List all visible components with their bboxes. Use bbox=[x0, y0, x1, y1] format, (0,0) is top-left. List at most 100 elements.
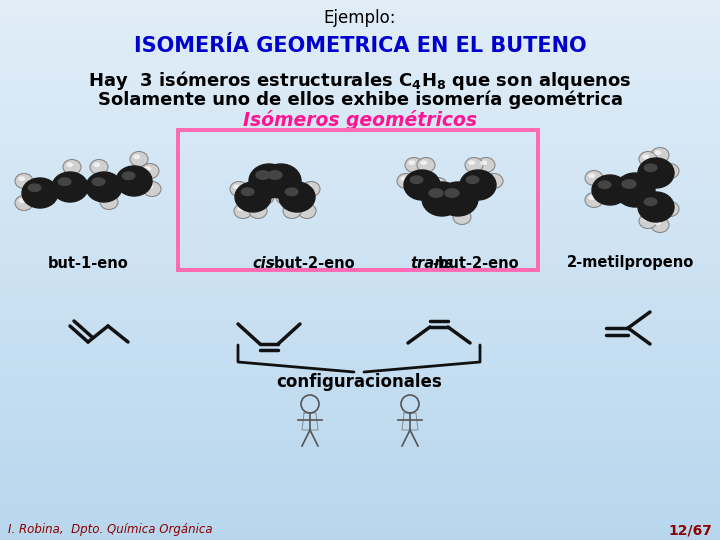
Bar bbox=[0, 378, 720, 381]
Ellipse shape bbox=[639, 213, 657, 228]
Bar bbox=[0, 35, 720, 38]
Bar bbox=[0, 537, 720, 540]
Ellipse shape bbox=[86, 172, 122, 202]
Ellipse shape bbox=[460, 170, 496, 200]
Ellipse shape bbox=[19, 177, 24, 180]
Ellipse shape bbox=[122, 172, 135, 179]
Bar bbox=[0, 273, 720, 275]
Text: Hay  3 isómeros estructurales $\mathregular{C_4H_8}$ que son alquenos: Hay 3 isómeros estructurales $\mathregul… bbox=[89, 69, 631, 91]
Bar bbox=[0, 308, 720, 310]
Bar bbox=[0, 421, 720, 424]
Bar bbox=[0, 481, 720, 483]
Bar bbox=[0, 454, 720, 456]
Bar bbox=[0, 92, 720, 94]
Bar bbox=[0, 197, 720, 200]
Bar bbox=[0, 57, 720, 59]
Bar bbox=[0, 392, 720, 394]
Ellipse shape bbox=[276, 190, 294, 205]
Ellipse shape bbox=[651, 147, 669, 163]
Bar bbox=[0, 19, 720, 22]
Ellipse shape bbox=[453, 210, 471, 225]
Bar bbox=[0, 124, 720, 127]
Bar bbox=[0, 146, 720, 148]
Bar bbox=[0, 192, 720, 194]
Ellipse shape bbox=[404, 170, 440, 200]
Bar bbox=[0, 532, 720, 535]
Ellipse shape bbox=[638, 158, 674, 188]
Bar bbox=[0, 448, 720, 451]
Bar bbox=[0, 410, 720, 413]
Ellipse shape bbox=[589, 174, 595, 178]
Bar bbox=[0, 165, 720, 167]
Bar bbox=[0, 305, 720, 308]
Ellipse shape bbox=[141, 164, 159, 179]
Bar bbox=[0, 189, 720, 192]
Bar bbox=[0, 329, 720, 332]
Bar bbox=[0, 356, 720, 359]
Bar bbox=[0, 16, 720, 19]
Bar bbox=[0, 462, 720, 464]
Ellipse shape bbox=[417, 158, 435, 172]
Bar bbox=[0, 122, 720, 124]
Bar bbox=[0, 89, 720, 92]
Bar bbox=[0, 359, 720, 362]
Ellipse shape bbox=[19, 199, 24, 202]
Bar bbox=[0, 84, 720, 86]
Bar bbox=[0, 310, 720, 313]
Bar bbox=[0, 483, 720, 486]
Bar bbox=[0, 297, 720, 300]
Bar bbox=[0, 529, 720, 532]
Ellipse shape bbox=[130, 152, 148, 166]
Bar bbox=[0, 100, 720, 103]
Bar bbox=[0, 516, 720, 518]
Bar bbox=[0, 313, 720, 316]
Bar bbox=[0, 489, 720, 491]
Bar bbox=[0, 321, 720, 324]
Ellipse shape bbox=[104, 198, 109, 201]
Ellipse shape bbox=[644, 164, 657, 172]
Bar bbox=[0, 443, 720, 445]
Ellipse shape bbox=[100, 194, 118, 210]
Bar bbox=[0, 316, 720, 319]
Text: 2-metilpropeno: 2-metilpropeno bbox=[567, 255, 693, 271]
Bar bbox=[0, 221, 720, 224]
Bar bbox=[0, 116, 720, 119]
Bar bbox=[0, 470, 720, 472]
Ellipse shape bbox=[585, 171, 603, 186]
Bar bbox=[0, 505, 720, 508]
Ellipse shape bbox=[302, 207, 307, 211]
Bar bbox=[0, 478, 720, 481]
Bar bbox=[0, 159, 720, 162]
Ellipse shape bbox=[489, 177, 495, 180]
Ellipse shape bbox=[643, 217, 649, 220]
Ellipse shape bbox=[306, 185, 312, 188]
Bar bbox=[0, 535, 720, 537]
Bar bbox=[0, 319, 720, 321]
Bar bbox=[0, 227, 720, 229]
Bar bbox=[0, 65, 720, 68]
Bar bbox=[0, 416, 720, 418]
Bar bbox=[0, 173, 720, 176]
Ellipse shape bbox=[256, 171, 270, 179]
Text: but-1-eno: but-1-eno bbox=[48, 255, 128, 271]
Bar bbox=[0, 383, 720, 386]
Bar bbox=[0, 59, 720, 62]
Bar bbox=[0, 54, 720, 57]
Ellipse shape bbox=[651, 218, 669, 233]
Bar bbox=[0, 427, 720, 429]
Bar bbox=[0, 467, 720, 470]
Bar bbox=[0, 292, 720, 294]
Ellipse shape bbox=[589, 196, 595, 199]
Bar bbox=[0, 30, 720, 32]
Bar bbox=[0, 138, 720, 140]
Ellipse shape bbox=[622, 180, 636, 188]
Bar bbox=[0, 40, 720, 43]
Bar bbox=[0, 119, 720, 122]
Ellipse shape bbox=[234, 185, 240, 188]
Ellipse shape bbox=[409, 161, 415, 165]
Ellipse shape bbox=[405, 158, 423, 172]
Bar bbox=[0, 464, 720, 467]
Ellipse shape bbox=[465, 158, 483, 172]
Ellipse shape bbox=[92, 178, 105, 186]
Bar bbox=[0, 246, 720, 248]
